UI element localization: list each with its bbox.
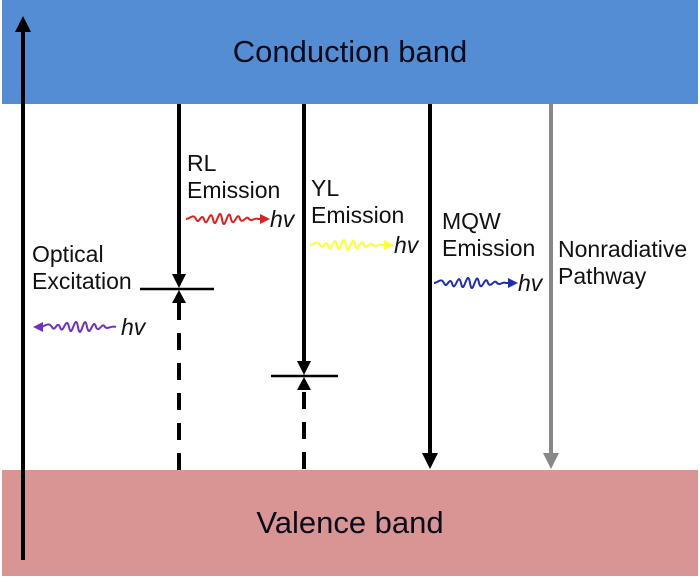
optical-label-line1: Optical (32, 241, 104, 267)
yl-transition (271, 104, 338, 470)
conduction-band-label: Conduction band (232, 34, 468, 69)
yl-label-line2: Emission (311, 202, 405, 228)
nonradiative-label-line1: Nonradiative (558, 236, 688, 262)
optical-photon-wave-icon (33, 320, 117, 333)
mqw-label-line1: MQW (442, 208, 501, 234)
yl-hv-label: hv (394, 232, 419, 258)
mqw-transition (422, 104, 438, 469)
rl-photon-wave-icon (185, 212, 270, 226)
nonradiative-label-line2: Pathway (558, 263, 647, 289)
optical-excitation-arrow (15, 16, 31, 560)
mqw-emission-label: MQW Emission (442, 208, 535, 262)
mqw-label-line2: Emission (442, 235, 536, 261)
rl-emission-label: RL Emission (187, 150, 280, 204)
optical-excitation-label: Optical Excitation (32, 241, 132, 295)
rl-hv-label: hv (270, 206, 295, 232)
optical-hv-label: hv (121, 314, 146, 340)
yl-emission-label: YL Emission (311, 175, 404, 229)
valence-band-label: Valence band (256, 505, 444, 540)
nonradiative-label: Nonradiative Pathway (558, 236, 687, 290)
nonradiative-transition (543, 104, 559, 469)
rl-label-line2: Emission (187, 177, 281, 203)
yl-photon-wave-icon (309, 238, 394, 252)
mqw-photon-wave-icon (433, 276, 518, 290)
conduction-band: Conduction band (2, 0, 698, 104)
yl-label-line1: YL (311, 175, 340, 201)
rl-label-line1: RL (187, 150, 217, 176)
rl-transition (140, 104, 214, 470)
optical-label-line2: Excitation (32, 268, 132, 294)
valence-band: Valence band (2, 470, 698, 576)
mqw-hv-label: hv (518, 270, 543, 296)
